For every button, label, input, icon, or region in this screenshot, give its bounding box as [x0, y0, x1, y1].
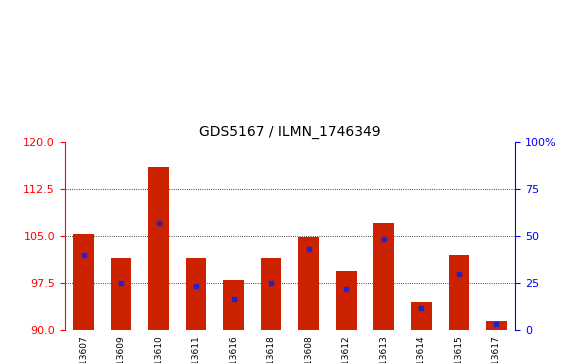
Bar — [261, 258, 282, 330]
Text: GSM1313610: GSM1313610 — [154, 335, 163, 363]
Bar — [298, 237, 319, 330]
Bar — [148, 167, 169, 330]
Text: GSM1313607: GSM1313607 — [79, 335, 88, 363]
Text: GSM1313618: GSM1313618 — [267, 335, 276, 363]
Bar — [336, 270, 356, 330]
Bar — [449, 255, 469, 330]
Text: GSM1313615: GSM1313615 — [454, 335, 463, 363]
Text: GSM1313612: GSM1313612 — [342, 335, 351, 363]
Text: GSM1313609: GSM1313609 — [117, 335, 126, 363]
Bar — [373, 223, 394, 330]
Text: GSM1313614: GSM1313614 — [417, 335, 426, 363]
Bar — [73, 234, 94, 330]
Bar — [111, 258, 131, 330]
Bar — [186, 258, 207, 330]
Bar — [486, 321, 507, 330]
Bar — [224, 280, 244, 330]
Bar — [411, 302, 432, 330]
Text: GSM1313608: GSM1313608 — [304, 335, 313, 363]
Text: GSM1313611: GSM1313611 — [191, 335, 200, 363]
Title: GDS5167 / ILMN_1746349: GDS5167 / ILMN_1746349 — [199, 125, 381, 139]
Text: GSM1313617: GSM1313617 — [492, 335, 501, 363]
Text: GSM1313616: GSM1313616 — [229, 335, 238, 363]
Text: GSM1313613: GSM1313613 — [379, 335, 388, 363]
